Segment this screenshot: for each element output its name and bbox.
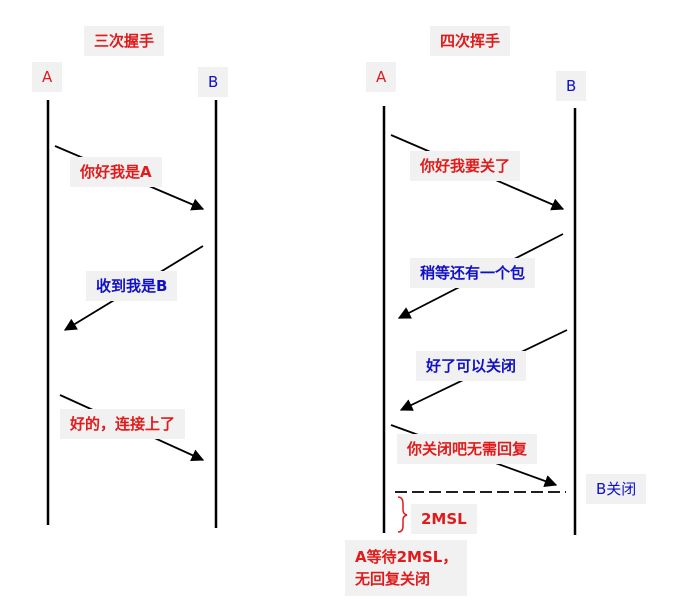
message-fin-b: 好了可以关闭: [416, 351, 527, 381]
message-syn: 你好我是A: [70, 157, 162, 187]
message-ack: 好的，连接上了: [60, 409, 186, 439]
b-closed-label: B关闭: [586, 474, 647, 504]
message-fin-a: 你好我要关了: [410, 151, 521, 181]
four-way-party-b: B: [556, 71, 587, 101]
a-wait-line1: A等待2MSL，: [355, 548, 458, 566]
message-syn-ack: 收到我是B: [86, 271, 178, 301]
msl-label: 2MSL: [411, 504, 477, 534]
message-ack-a: 你关闭吧无需回复: [397, 434, 538, 464]
message-ack-b: 稍等还有一个包: [410, 258, 536, 288]
three-way-title: 三次握手: [84, 26, 165, 56]
msl-brace: [397, 496, 408, 533]
a-wait-note: A等待2MSL， 无回复关闭: [345, 540, 468, 596]
four-way-party-a: A: [366, 62, 397, 92]
three-way-party-b: B: [198, 67, 229, 97]
three-way-party-a: A: [32, 62, 63, 92]
a-wait-line2: 无回复关闭: [355, 570, 431, 588]
four-way-title: 四次挥手: [430, 26, 511, 56]
